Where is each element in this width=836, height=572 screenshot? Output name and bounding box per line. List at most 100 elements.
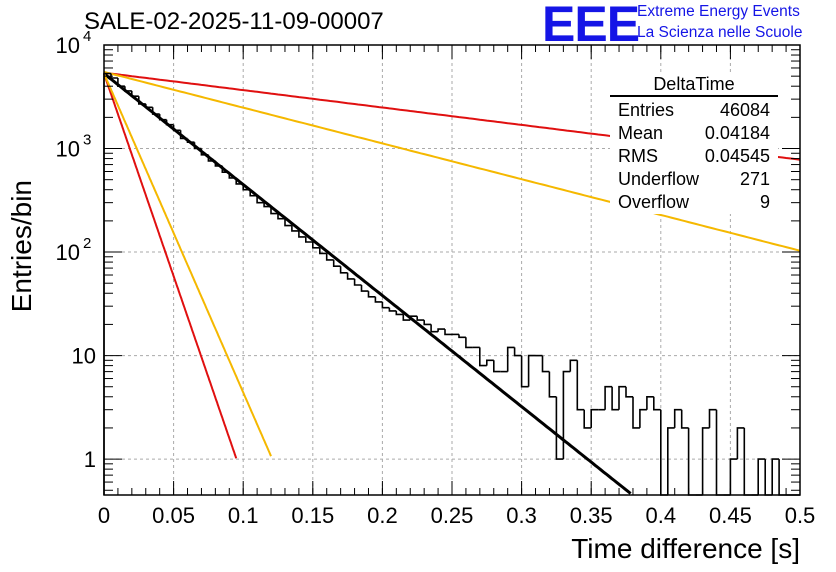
histogram-bin xyxy=(172,124,181,132)
eee-logo: EEE xyxy=(542,0,640,52)
histogram-bin xyxy=(618,385,626,410)
histogram-bin xyxy=(667,427,675,495)
x-tick-label: 0.25 xyxy=(431,503,474,528)
x-axis-label: Time difference [s] xyxy=(571,533,800,564)
histogram-bin xyxy=(764,459,773,496)
stats-value: 271 xyxy=(739,169,770,189)
histogram-bin xyxy=(110,73,118,79)
histogram-bin xyxy=(562,370,571,460)
histogram-bin xyxy=(715,409,724,496)
histogram-bin xyxy=(145,103,153,109)
histogram-bin xyxy=(131,90,139,97)
curve-fast-limit-2 xyxy=(103,73,272,457)
x-tick-label: 0.2 xyxy=(367,503,398,528)
histogram-bin xyxy=(437,328,445,332)
histogram-bin xyxy=(207,154,216,162)
histogram-bin xyxy=(660,409,668,496)
stats-row-overflow: Overflow 9 xyxy=(610,191,778,214)
histogram-bin xyxy=(325,253,334,261)
histogram-bin xyxy=(458,334,466,339)
histogram-bin xyxy=(374,296,383,303)
x-tick-label: 0.15 xyxy=(291,503,334,528)
x-tick-label: 0.5 xyxy=(785,503,816,528)
x-tick-label: 0.3 xyxy=(506,503,537,528)
axis-ticks xyxy=(103,44,801,495)
histogram-bin xyxy=(604,385,613,410)
curve-fast-limit xyxy=(103,73,238,459)
histogram-bin xyxy=(520,355,529,388)
histogram-bin xyxy=(729,458,738,495)
histogram-bin xyxy=(757,458,766,495)
stats-label: Underflow xyxy=(618,169,700,189)
histogram-bin xyxy=(395,310,404,316)
y-tick-exponent: 2 xyxy=(83,235,91,252)
stats-value: 46084 xyxy=(719,100,770,120)
histogram-bin xyxy=(228,172,237,179)
histogram-bin xyxy=(736,427,745,460)
histogram-bin xyxy=(611,386,619,411)
histogram-bin xyxy=(388,307,397,312)
histogram-bin xyxy=(465,337,473,349)
grid-lines xyxy=(104,45,800,495)
stats-row-entries: Entries 46084 xyxy=(610,99,778,122)
stats-label: Entries xyxy=(618,100,675,120)
y-tick-label: 1 xyxy=(84,447,96,472)
histogram-bin xyxy=(479,347,487,367)
histogram-bin xyxy=(165,119,174,126)
histogram-bin xyxy=(708,408,717,428)
histogram-bin xyxy=(527,354,536,387)
y-tick-label: 10 xyxy=(72,344,96,369)
histogram-bin xyxy=(590,408,599,428)
histogram-bin xyxy=(701,427,710,495)
histogram-bin xyxy=(124,86,132,92)
histogram-bin xyxy=(493,360,501,373)
histogram-bin xyxy=(103,72,111,495)
stats-row-mean: Mean 0.04184 xyxy=(610,122,778,145)
histogram-bin xyxy=(583,409,592,429)
histogram-bin xyxy=(402,314,411,321)
histogram-bin xyxy=(367,291,376,298)
stats-value: 0.04184 xyxy=(704,123,770,143)
y-tick-label: 10 xyxy=(56,33,80,58)
curve-slow-limit-2 xyxy=(103,70,801,252)
histogram-bin xyxy=(771,458,780,495)
y-axis-label: Entries/bin xyxy=(6,180,37,313)
stats-row-rms: RMS 0.04545 xyxy=(610,145,778,168)
histogram-bin xyxy=(117,78,125,87)
histogram-bin xyxy=(506,346,515,372)
histogram-bin xyxy=(332,259,341,267)
y-tick-exponent: 4 xyxy=(83,28,91,45)
histogram-bin xyxy=(430,324,439,333)
stats-row-underflow: Underflow 271 xyxy=(610,168,778,191)
histogram-bin xyxy=(200,148,209,156)
histogram-bin xyxy=(576,360,585,411)
histogram-bin xyxy=(346,272,355,280)
histogram-bin xyxy=(193,142,202,150)
chart-title: SALE-02-2025-11-09-00007 xyxy=(84,8,384,35)
x-tick-label: 0.35 xyxy=(570,503,613,528)
histogram-bin xyxy=(646,396,654,410)
stats-box: DeltaTime Entries 46084 Mean 0.04184 RMS… xyxy=(610,74,778,214)
histogram-bin xyxy=(409,315,418,321)
histogram-bin xyxy=(639,408,647,428)
histogram-bin xyxy=(555,396,564,460)
histogram-bin xyxy=(632,396,640,429)
y-tick-label: 10 xyxy=(56,137,80,162)
stats-label: RMS xyxy=(618,146,658,166)
histogram-bin xyxy=(270,206,278,215)
stats-value: 0.04545 xyxy=(704,146,770,166)
histogram-bin xyxy=(263,202,271,208)
histogram-bin xyxy=(186,138,195,143)
histogram-bin xyxy=(339,266,348,274)
stats-label: Overflow xyxy=(618,192,690,212)
histogram-bin xyxy=(778,459,787,496)
x-tick-label: 0.1 xyxy=(228,503,259,528)
histogram-bin xyxy=(673,408,682,428)
stats-title: DeltaTime xyxy=(610,74,778,97)
histogram-bin xyxy=(381,301,390,309)
histogram-bin xyxy=(423,320,432,326)
y-tick-label: 10 xyxy=(56,240,80,265)
x-tick-label: 0 xyxy=(98,503,110,528)
histogram-bin xyxy=(151,107,160,115)
